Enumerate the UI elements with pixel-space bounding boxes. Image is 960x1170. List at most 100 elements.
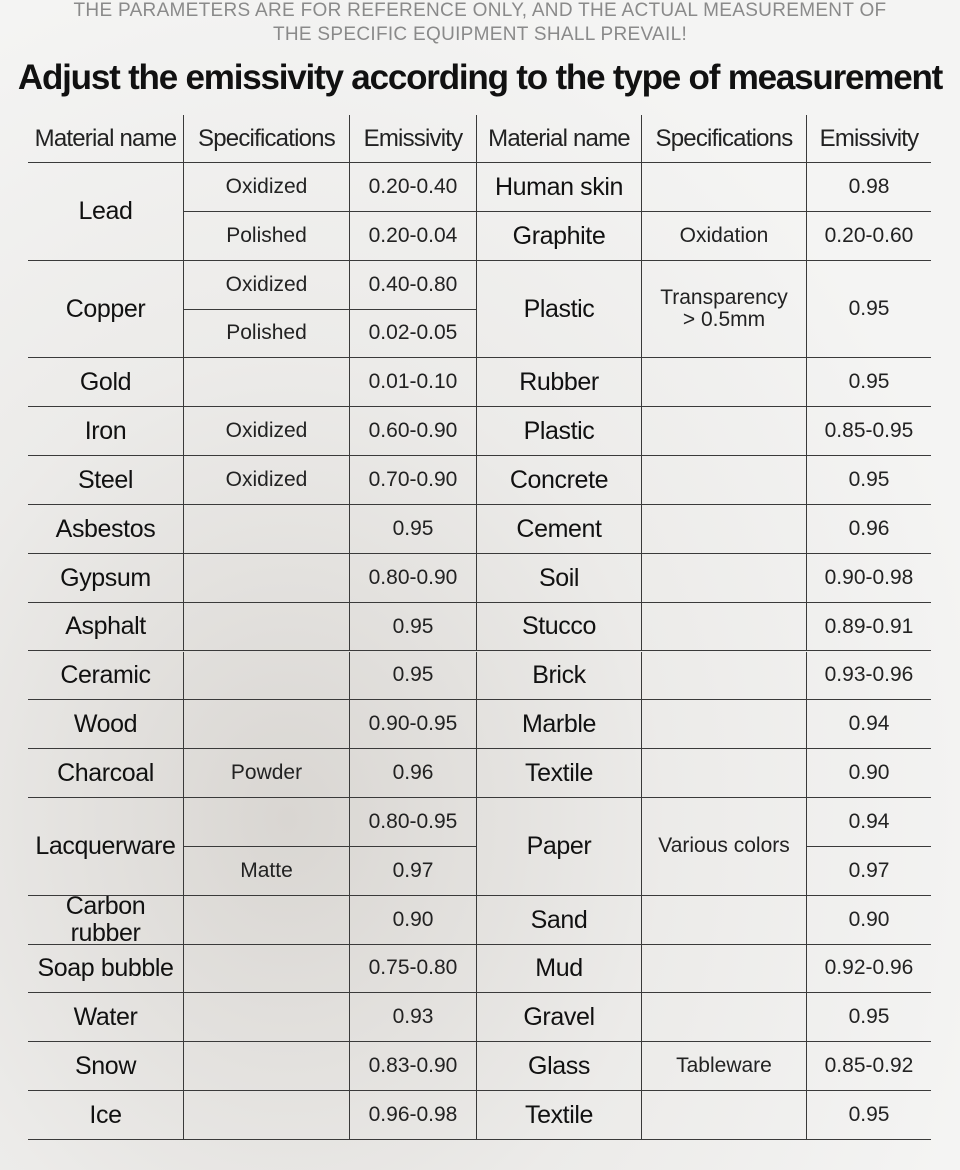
empty-cell	[184, 602, 350, 652]
material-name: Mud	[477, 944, 642, 994]
emissivity: 0.90	[350, 895, 477, 945]
material-name: Marble	[477, 700, 642, 750]
emissivity: 0.92-0.96	[807, 945, 931, 994]
emissivity: 0.95	[807, 261, 931, 359]
specification: Transparency > 0.5mm	[642, 260, 807, 359]
material-name: Stucco	[477, 602, 642, 652]
empty-cell	[642, 602, 807, 652]
notice-line: THE PARAMETERS ARE FOR REFERENCE ONLY, A…	[73, 0, 887, 21]
empty-cell	[184, 993, 350, 1043]
emissivity: 0.95	[807, 358, 931, 408]
specification: Oxidized	[184, 456, 350, 505]
emissivity: 0.95	[807, 993, 931, 1043]
material-name: Gypsum	[28, 553, 184, 603]
emissivity: 0.97	[807, 847, 931, 896]
material-name: Asphalt	[28, 602, 184, 652]
empty-cell	[642, 163, 807, 212]
emissivity: 0.85-0.95	[807, 407, 931, 457]
empty-cell	[642, 553, 807, 603]
material-name: Wood	[28, 700, 184, 750]
emissivity: 0.90	[807, 749, 931, 799]
material-name: Gravel	[477, 993, 642, 1043]
empty-cell	[184, 651, 350, 701]
material-name: Ice	[28, 1091, 184, 1140]
empty-cell	[642, 993, 807, 1043]
material-name: Cement	[477, 504, 642, 554]
specification: Polished	[184, 211, 350, 261]
material-name: Charcoal	[28, 749, 184, 799]
material-name: Gold	[28, 358, 184, 408]
material-name: Soap bubble	[28, 944, 184, 994]
empty-cell	[642, 700, 807, 750]
emissivity: 0.20-0.04	[350, 211, 477, 261]
material-name: Plastic	[477, 407, 642, 457]
material-name: Paper	[477, 798, 642, 896]
empty-cell	[642, 456, 807, 505]
emissivity: 0.20-0.60	[807, 212, 931, 261]
specification: Various colors	[642, 798, 807, 896]
notice-line: THE SPECIFIC EQUIPMENT SHALL PREVAIL!	[272, 24, 688, 45]
column-header: Material name	[28, 115, 184, 163]
emissivity: 0.93-0.96	[807, 652, 931, 701]
emissivity: 0.80-0.95	[350, 798, 477, 847]
material-name: Glass	[477, 1042, 642, 1092]
empty-cell	[184, 895, 350, 945]
emissivity: 0.96	[807, 505, 931, 554]
emissivity: 0.95	[350, 504, 477, 554]
column-header: Material name	[477, 115, 642, 163]
column-header: Specifications	[642, 115, 807, 163]
empty-cell	[184, 553, 350, 603]
empty-cell	[184, 504, 350, 554]
empty-cell	[642, 504, 807, 554]
material-name: Graphite	[477, 211, 642, 261]
specification: Matte	[184, 846, 350, 896]
material-name: Textile	[477, 749, 642, 799]
emissivity: 0.96	[350, 749, 477, 799]
material-name: Copper	[28, 260, 184, 359]
column-header: Emissivity	[807, 115, 931, 163]
emissivity: 0.94	[807, 700, 931, 750]
specification: Powder	[184, 749, 350, 799]
material-name: Rubber	[477, 358, 642, 408]
emissivity: 0.83-0.90	[350, 1042, 477, 1092]
material-name: Asbestos	[28, 504, 184, 554]
emissivity: 0.70-0.90	[350, 456, 477, 505]
empty-cell	[642, 895, 807, 945]
material-name: Steel	[28, 456, 184, 505]
specification: Oxidized	[184, 163, 350, 212]
emissivity: 0.96-0.98	[350, 1091, 477, 1140]
specification: Oxidation	[642, 211, 807, 261]
specification: Polished	[184, 309, 350, 359]
column-header: Specifications	[184, 115, 350, 163]
emissivity: 0.95	[807, 456, 931, 505]
emissivity: 0.95	[807, 1091, 931, 1140]
emissivity: 0.40-0.80	[350, 260, 477, 310]
emissivity: 0.95	[350, 602, 477, 652]
material-name: Soil	[477, 553, 642, 603]
material-name: Ceramic	[28, 651, 184, 701]
emissivity: 0.85-0.92	[807, 1042, 931, 1092]
empty-cell	[184, 700, 350, 750]
material-name: Plastic	[477, 260, 642, 359]
specification: Oxidized	[184, 260, 350, 310]
emissivity: 0.90-0.95	[350, 700, 477, 750]
empty-cell	[642, 749, 807, 799]
material-name: Concrete	[477, 456, 642, 505]
empty-cell	[642, 944, 807, 994]
emissivity: 0.90	[807, 896, 931, 945]
emissivity: 0.90-0.98	[807, 554, 931, 603]
emissivity: 0.89-0.91	[807, 603, 931, 652]
material-name: Textile	[477, 1091, 642, 1140]
empty-cell	[642, 407, 807, 457]
material-name: Human skin	[477, 163, 642, 212]
empty-cell	[184, 1042, 350, 1092]
material-name: Lead	[28, 163, 184, 261]
empty-cell	[184, 1091, 350, 1140]
emissivity: 0.01-0.10	[350, 358, 477, 408]
emissivity: 0.02-0.05	[350, 309, 477, 359]
material-name: Iron	[28, 407, 184, 457]
specification: Tableware	[642, 1042, 807, 1092]
empty-cell	[184, 944, 350, 994]
material-name: Brick	[477, 651, 642, 701]
